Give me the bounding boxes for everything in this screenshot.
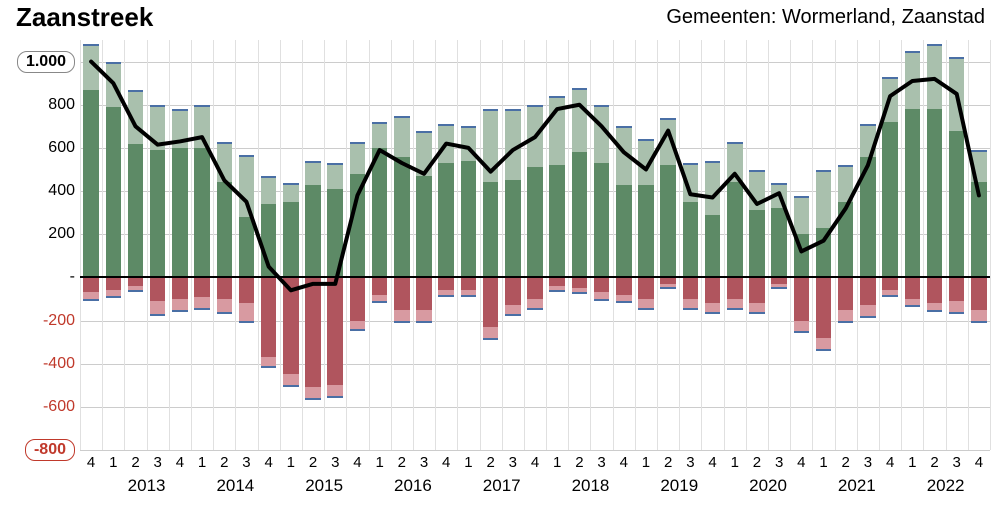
x-tick-year: 2019 bbox=[660, 476, 698, 496]
x-tick-year: 2013 bbox=[128, 476, 166, 496]
x-tick-quarter: 4 bbox=[531, 454, 539, 471]
x-tick-quarter: 1 bbox=[908, 454, 916, 471]
x-tick-year: 2014 bbox=[216, 476, 254, 496]
x-tick-quarter: 4 bbox=[975, 454, 983, 471]
x-tick-quarter: 1 bbox=[198, 454, 206, 471]
gridline bbox=[80, 450, 990, 451]
x-tick-quarter: 4 bbox=[353, 454, 361, 471]
x-tick-quarter: 2 bbox=[486, 454, 494, 471]
chart-subtitle: Gemeenten: Wormerland, Zaanstad bbox=[666, 6, 985, 29]
x-tick-quarter: 4 bbox=[442, 454, 450, 471]
x-tick-quarter: 3 bbox=[509, 454, 517, 471]
y-tick-label: 400 bbox=[48, 182, 75, 200]
y-tick-label: - bbox=[70, 268, 75, 286]
x-tick-year: 2016 bbox=[394, 476, 432, 496]
chart-container: Zaanstreek Gemeenten: Wormerland, Zaanst… bbox=[0, 0, 1005, 505]
x-tick-quarter: 2 bbox=[664, 454, 672, 471]
x-tick-quarter: 2 bbox=[131, 454, 139, 471]
x-tick-quarter: 1 bbox=[375, 454, 383, 471]
x-tick-quarter: 1 bbox=[109, 454, 117, 471]
x-tick-quarter: 2 bbox=[842, 454, 850, 471]
x-tick-quarter: 1 bbox=[642, 454, 650, 471]
x-tick-quarter: 4 bbox=[264, 454, 272, 471]
x-tick-quarter: 3 bbox=[686, 454, 694, 471]
y-tick-label: -400 bbox=[43, 355, 75, 373]
x-tick-quarter: 2 bbox=[309, 454, 317, 471]
y-tick-label: -600 bbox=[43, 398, 75, 416]
x-tick-quarter: 1 bbox=[553, 454, 561, 471]
x-tick-year: 2021 bbox=[838, 476, 876, 496]
plot-area bbox=[80, 40, 990, 450]
x-tick-quarter: 2 bbox=[398, 454, 406, 471]
x-tick-quarter: 3 bbox=[597, 454, 605, 471]
y-tick-label: 800 bbox=[48, 96, 75, 114]
x-tick-year: 2022 bbox=[927, 476, 965, 496]
x-tick-year: 2018 bbox=[572, 476, 610, 496]
x-tick-quarter: 1 bbox=[731, 454, 739, 471]
x-tick-quarter: 3 bbox=[420, 454, 428, 471]
x-tick-quarter: 4 bbox=[797, 454, 805, 471]
x-tick-quarter: 3 bbox=[331, 454, 339, 471]
x-tick-quarter: 2 bbox=[220, 454, 228, 471]
x-tick-quarter: 4 bbox=[886, 454, 894, 471]
chart-title: Zaanstreek bbox=[16, 2, 153, 33]
x-tick-quarter: 3 bbox=[864, 454, 872, 471]
y-tick-label: 1.000 bbox=[17, 51, 75, 73]
quarter-separator bbox=[990, 40, 991, 450]
x-tick-quarter: 3 bbox=[775, 454, 783, 471]
x-tick-quarter: 2 bbox=[575, 454, 583, 471]
x-tick-quarter: 4 bbox=[708, 454, 716, 471]
trend-line bbox=[80, 40, 990, 450]
x-tick-quarter: 2 bbox=[930, 454, 938, 471]
x-tick-quarter: 3 bbox=[953, 454, 961, 471]
x-tick-quarter: 4 bbox=[87, 454, 95, 471]
x-tick-year: 2017 bbox=[483, 476, 521, 496]
x-tick-quarter: 4 bbox=[620, 454, 628, 471]
x-tick-quarter: 3 bbox=[242, 454, 250, 471]
x-tick-quarter: 1 bbox=[819, 454, 827, 471]
y-tick-label: 200 bbox=[48, 225, 75, 243]
y-tick-label: -200 bbox=[43, 312, 75, 330]
x-tick-quarter: 4 bbox=[176, 454, 184, 471]
y-tick-label: 600 bbox=[48, 139, 75, 157]
x-tick-quarter: 3 bbox=[154, 454, 162, 471]
x-tick-year: 2015 bbox=[305, 476, 343, 496]
x-tick-quarter: 1 bbox=[464, 454, 472, 471]
x-tick-year: 2020 bbox=[749, 476, 787, 496]
x-tick-quarter: 2 bbox=[753, 454, 761, 471]
x-tick-quarter: 1 bbox=[287, 454, 295, 471]
y-tick-label: -800 bbox=[25, 439, 75, 461]
